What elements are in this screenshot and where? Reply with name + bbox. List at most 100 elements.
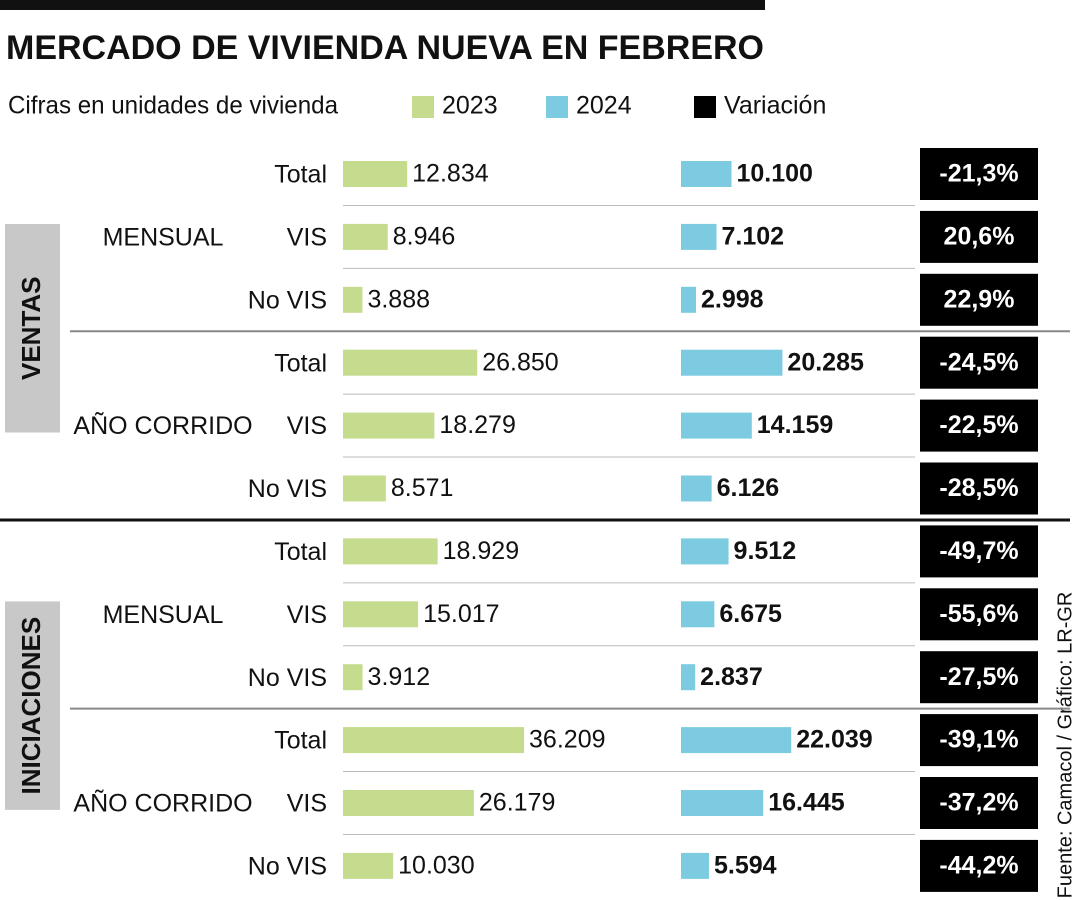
group-label: AÑO CORRIDO	[73, 789, 252, 818]
category-label: Total	[274, 161, 327, 189]
variation-box	[920, 399, 1038, 452]
section-box	[5, 224, 60, 433]
category-label: Total	[274, 349, 327, 377]
value-label: 12.834	[412, 160, 489, 188]
legend-label: Variación	[724, 92, 826, 120]
bar	[343, 475, 386, 502]
legend-swatch	[412, 96, 434, 118]
bar	[681, 286, 696, 313]
category-label: Total	[274, 727, 327, 755]
variation-box	[920, 588, 1038, 641]
variation-box	[920, 714, 1038, 767]
bar	[681, 412, 752, 439]
bar	[681, 664, 696, 691]
bar	[681, 161, 732, 187]
variation-label: -39,1%	[939, 726, 1018, 754]
variation-box	[920, 148, 1038, 200]
category-label: Total	[274, 538, 327, 566]
variation-label: -21,3%	[939, 160, 1018, 188]
variation-box	[920, 651, 1038, 704]
category-label: VIS	[287, 601, 327, 629]
legend-swatch	[546, 96, 568, 118]
variation-box	[920, 462, 1038, 515]
value-label: 18.929	[443, 537, 519, 565]
bar	[681, 223, 717, 250]
bar	[681, 852, 709, 879]
bar	[681, 538, 729, 565]
bar	[343, 223, 388, 250]
category-label: No VIS	[248, 664, 327, 692]
bar	[681, 349, 783, 376]
bar	[343, 349, 478, 376]
category-label: No VIS	[248, 853, 327, 881]
variation-box	[920, 525, 1038, 578]
variation-box	[920, 777, 1038, 829]
bar	[343, 161, 408, 187]
category-label: VIS	[287, 790, 327, 818]
legend-label: 2024	[576, 92, 632, 120]
variation-label: 20,6%	[944, 223, 1015, 251]
value-label: 8.571	[391, 474, 454, 502]
group-label: MENSUAL	[103, 601, 224, 629]
value-label: 14.159	[757, 411, 833, 439]
value-label: 5.594	[714, 852, 777, 880]
legend-swatch	[694, 96, 716, 118]
value-label: 8.946	[393, 223, 456, 251]
bar	[343, 727, 525, 754]
section-label: INICIACIONES	[16, 617, 46, 795]
value-label: 9.512	[734, 537, 797, 565]
group-label: MENSUAL	[103, 224, 224, 252]
value-label: 36.209	[529, 726, 605, 754]
legend-label: 2023	[442, 92, 498, 120]
chart-title: MERCADO DE VIVIENDA NUEVA EN FEBRERO	[6, 29, 764, 67]
variation-label: -44,2%	[939, 852, 1018, 880]
variation-box	[920, 336, 1038, 389]
variation-box	[920, 839, 1038, 892]
section-box	[5, 601, 60, 810]
value-label: 2.837	[700, 663, 763, 691]
variation-box	[920, 273, 1038, 326]
group-label: AÑO CORRIDO	[73, 411, 252, 440]
value-label: 20.285	[787, 348, 864, 376]
value-label: 7.102	[722, 223, 785, 251]
bar	[681, 727, 792, 754]
value-label: 16.445	[768, 789, 845, 817]
variation-label: -37,2%	[939, 789, 1018, 817]
section-label: VENTAS	[16, 276, 46, 380]
value-label: 6.675	[719, 600, 782, 628]
category-label: No VIS	[248, 286, 327, 314]
chart-subtitle: Cifras en unidades de vivienda	[8, 92, 338, 120]
bar	[343, 852, 394, 879]
variation-box	[920, 210, 1038, 263]
category-label: No VIS	[248, 475, 327, 503]
value-label: 18.279	[439, 411, 515, 439]
value-label: 3.888	[367, 285, 430, 313]
value-label: 26.850	[482, 348, 558, 376]
variation-label: -55,6%	[939, 600, 1018, 628]
variation-label: -27,5%	[939, 663, 1018, 691]
bar	[343, 664, 363, 691]
value-label: 26.179	[479, 789, 555, 817]
category-label: VIS	[287, 412, 327, 440]
top-rule	[0, 0, 765, 10]
variation-label: -28,5%	[939, 474, 1018, 502]
value-label: 2.998	[701, 285, 764, 313]
bar	[343, 790, 474, 816]
variation-label: -49,7%	[939, 537, 1018, 565]
value-label: 3.912	[368, 663, 431, 691]
variation-label: -24,5%	[939, 348, 1018, 376]
variation-label: 22,9%	[944, 285, 1015, 313]
value-label: 10.100	[737, 160, 813, 188]
bar	[681, 790, 764, 816]
bar	[343, 538, 438, 565]
bar	[343, 601, 419, 628]
variation-label: -22,5%	[939, 411, 1018, 439]
value-label: 6.126	[717, 474, 780, 502]
value-label: 10.030	[398, 852, 474, 880]
value-label: 22.039	[796, 726, 872, 754]
value-label: 15.017	[423, 600, 499, 628]
bar	[681, 601, 715, 628]
category-label: VIS	[287, 224, 327, 252]
source: Fuente: Camacol / Gráfico: LR-GR	[1054, 592, 1076, 899]
